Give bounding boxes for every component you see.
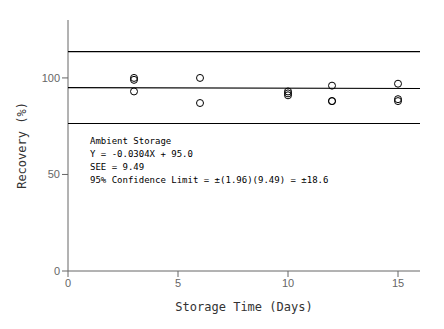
svg-text:Ambient StorageY = -0.0304X +: Ambient StorageY = -0.0304X + 95.0SEE = … <box>90 136 328 185</box>
svg-text:Storage Time (Days): Storage Time (Days) <box>175 300 312 314</box>
svg-text:10: 10 <box>282 277 294 289</box>
svg-text:50: 50 <box>48 168 60 180</box>
svg-text:0: 0 <box>65 277 71 289</box>
svg-text:15: 15 <box>392 277 404 289</box>
svg-text:100: 100 <box>42 72 60 84</box>
svg-text:0: 0 <box>54 265 60 277</box>
svg-text:Recovery (%): Recovery (%) <box>15 102 29 189</box>
svg-text:5: 5 <box>175 277 181 289</box>
